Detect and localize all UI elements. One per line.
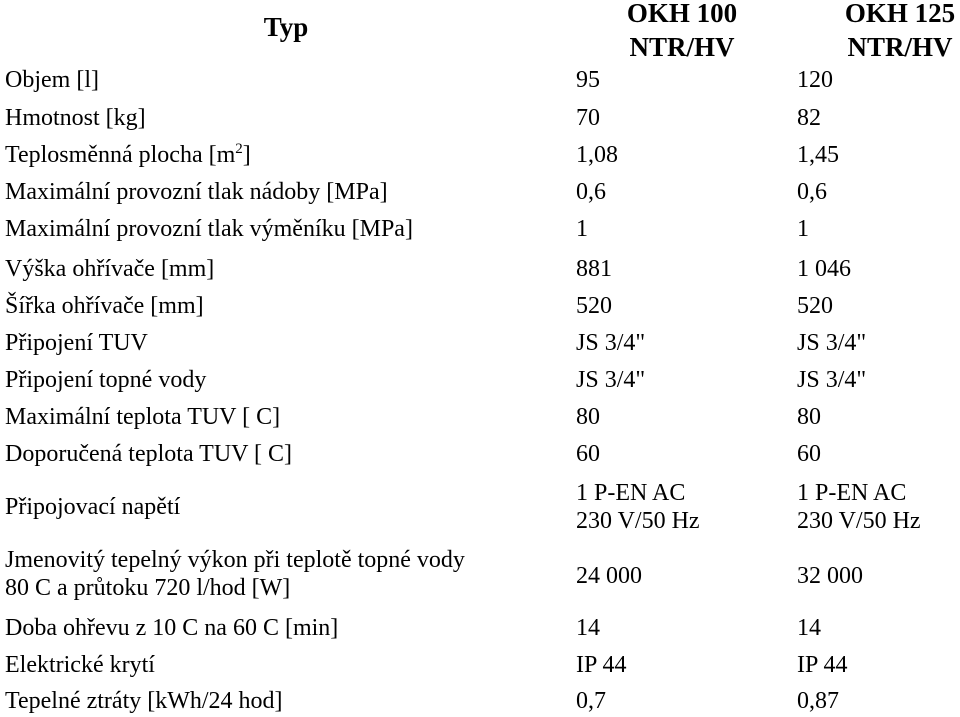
row-label: Připojení topné vody	[5, 367, 207, 393]
value-okh125: 0,87	[797, 688, 839, 714]
value-okh125: JS 3/4"	[797, 330, 867, 356]
row-label: Tepelné ztráty [kWh/24 hod]	[5, 688, 283, 714]
value-okh125: 1 046	[797, 256, 851, 282]
value-okh100: 80	[576, 404, 600, 430]
value-okh125: 82	[797, 105, 821, 131]
value-okh100-line1: 1 P-EN AC	[576, 480, 686, 506]
value-okh100: 1	[576, 216, 588, 242]
value-okh100-line2: 230 V/50 Hz	[576, 508, 700, 534]
value-okh125: 80	[797, 404, 821, 430]
value-okh100: 1 P-EN AC 230 V/50 Hz	[576, 479, 700, 535]
value-okh125-line2: 230 V/50 Hz	[797, 508, 921, 534]
row-label: Hmotnost [kg]	[5, 105, 146, 131]
header-model-okh100-line1: OKH 100	[626, 0, 738, 28]
value-okh125: 60	[797, 441, 821, 467]
row-label: Maximální teplota TUV [ C]	[5, 404, 281, 430]
value-okh100: 0,7	[576, 688, 606, 714]
value-okh100: 24 000	[576, 563, 642, 589]
value-okh100: 70	[576, 105, 600, 131]
superscript: 2	[235, 141, 243, 157]
value-okh125: 520	[797, 293, 833, 319]
header-model-okh100-line2: NTR/HV	[629, 32, 735, 62]
header-model-okh125-line2: NTR/HV	[847, 32, 953, 62]
value-okh100: JS 3/4"	[576, 330, 646, 356]
header-model-okh125: OKH 125 NTR/HV	[835, 0, 960, 64]
value-okh125: 1,45	[797, 142, 839, 168]
row-label: Maximální provozní tlak nádoby [MPa]	[5, 179, 388, 205]
header-model-okh100: OKH 100 NTR/HV	[612, 0, 752, 64]
value-okh125: 14	[797, 615, 821, 641]
row-label: Výška ohřívače [mm]	[5, 256, 215, 282]
value-okh100: 881	[576, 256, 612, 282]
row-label: Šířka ohřívače [mm]	[5, 293, 204, 319]
value-okh100: IP 44	[576, 652, 627, 678]
row-label-line1: Jmenovitý tepelný výkon při teplotě topn…	[5, 547, 465, 573]
value-okh125-line1: 1 P-EN AC	[797, 480, 907, 506]
header-type-label: Typ	[263, 12, 309, 42]
value-okh100: JS 3/4"	[576, 367, 646, 393]
value-okh100: 520	[576, 293, 612, 319]
value-okh100: 95	[576, 67, 600, 93]
value-okh125: IP 44	[797, 652, 848, 678]
row-label: Doba ohřevu z 10 C na 60 C [min]	[5, 615, 339, 641]
header-type: Typ	[250, 10, 322, 44]
value-okh100: 14	[576, 615, 600, 641]
row-label: Objem [l]	[5, 67, 99, 93]
row-label: Doporučená teplota TUV [ C]	[5, 441, 293, 467]
value-okh100: 60	[576, 441, 600, 467]
row-label: Jmenovitý tepelný výkon při teplotě topn…	[5, 546, 465, 602]
row-label: Připojení TUV	[5, 330, 148, 356]
value-okh125: 0,6	[797, 179, 827, 205]
row-label: Připojovací napětí	[5, 494, 181, 520]
value-okh125: JS 3/4"	[797, 367, 867, 393]
row-label-line2: 80 C a průtoku 720 l/hod [W]	[5, 575, 291, 601]
row-label: Elektrické krytí	[5, 652, 155, 678]
row-label-suffix: ]	[242, 142, 251, 168]
value-okh125: 32 000	[797, 563, 863, 589]
row-label: Teplosměnná plocha [m2]	[5, 141, 251, 169]
header-model-okh125-line1: OKH 125	[844, 0, 956, 28]
value-okh125: 1 P-EN AC 230 V/50 Hz	[797, 479, 921, 535]
value-okh125: 1	[797, 216, 809, 242]
row-label: Maximální provozní tlak výměníku [MPa]	[5, 216, 413, 242]
value-okh125: 120	[797, 67, 833, 93]
row-label-text: Teplosměnná plocha [m	[5, 142, 236, 168]
value-okh100: 0,6	[576, 179, 606, 205]
value-okh100: 1,08	[576, 142, 618, 168]
